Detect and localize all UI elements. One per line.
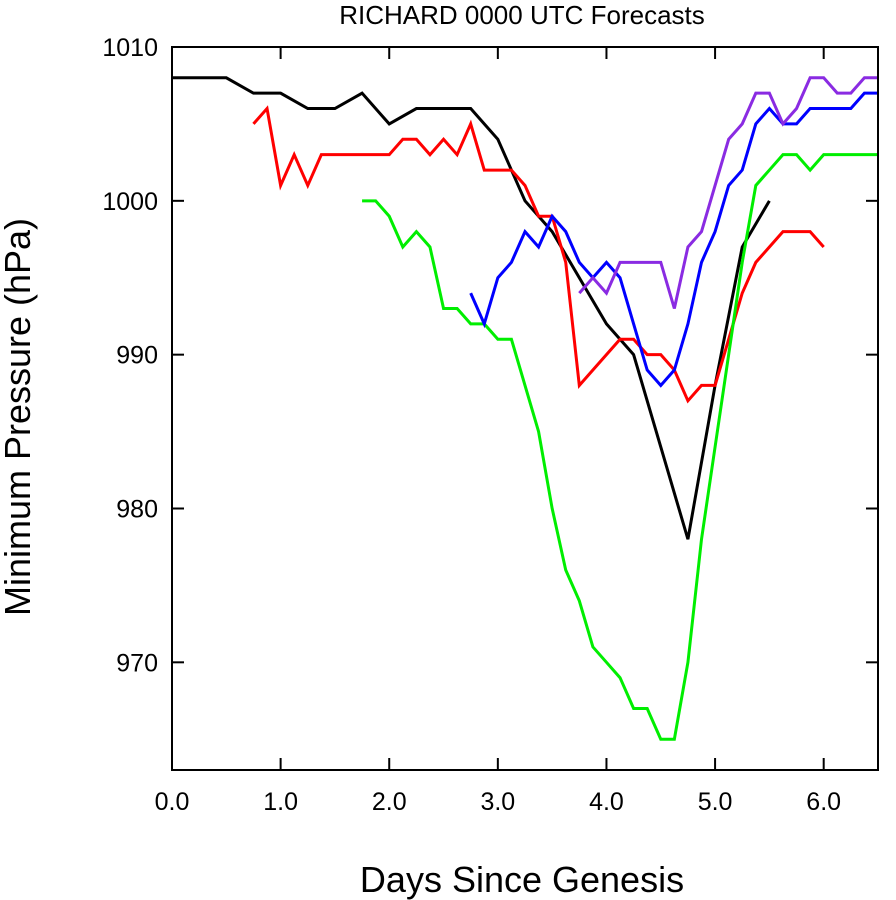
y-tick-label: 990 — [116, 342, 158, 370]
series-line-4 — [469, 91, 878, 388]
ticks-layer: 0.0 1.0 2.0 3.0 4.0 5.0 6.0 970 980 990 1000 1010 — [102, 34, 878, 816]
x-tick-label: 6.0 — [806, 788, 841, 816]
series-line-2 — [252, 105, 825, 404]
x-tick-label: 4.0 — [589, 788, 624, 816]
series-layer — [172, 76, 878, 741]
x-axis-label: Days Since Genesis — [360, 859, 684, 900]
y-tick-label: 1000 — [102, 188, 158, 216]
plot-frame — [171, 46, 879, 771]
x-tick-label: 3.0 — [480, 788, 515, 816]
series-line-3 — [362, 153, 878, 741]
x-tick-label: 1.0 — [263, 788, 298, 816]
x-tick-label: 5.0 — [698, 788, 733, 816]
x-tick-label: 2.0 — [372, 788, 407, 816]
y-tick-label: 970 — [116, 649, 158, 677]
y-tick-label: 1010 — [102, 34, 158, 62]
x-tick-label: 0.0 — [155, 788, 190, 816]
series-line-1 — [172, 76, 771, 540]
series-line-5 — [578, 76, 878, 309]
y-axis-label: Minimum Pressure (hPa) — [0, 218, 38, 616]
y-tick-label: 980 — [116, 495, 158, 523]
chart-title: RICHARD 0000 UTC Forecasts — [339, 0, 705, 30]
